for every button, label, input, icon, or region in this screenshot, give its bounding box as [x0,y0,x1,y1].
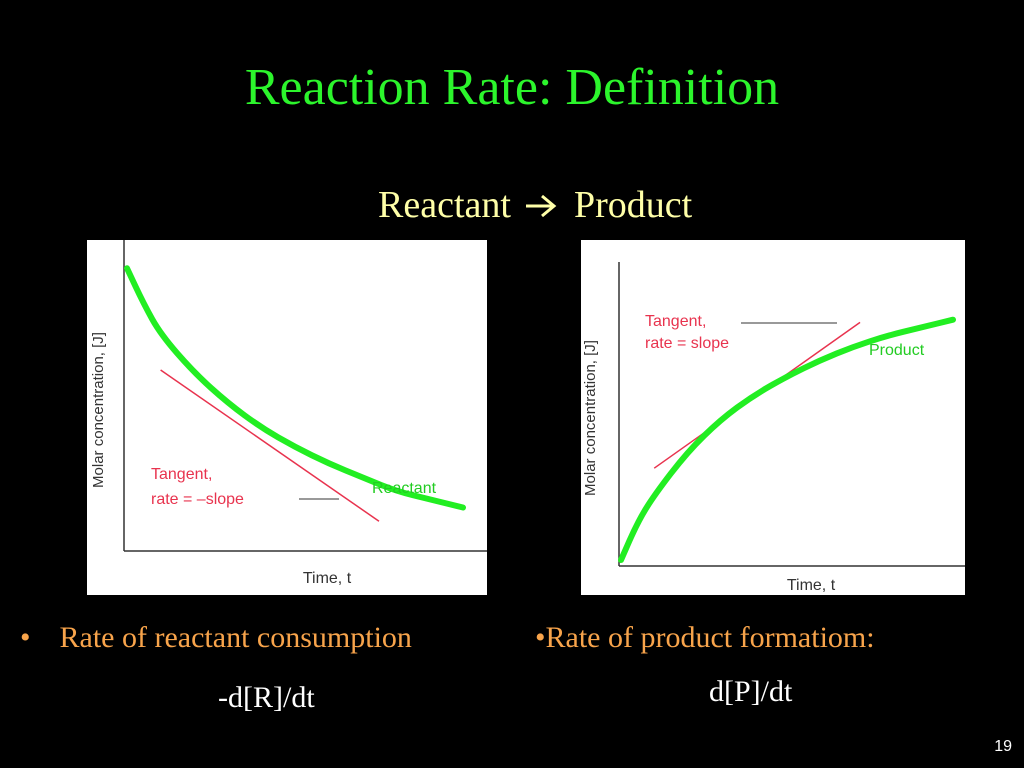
bullet-reactant-consumption: • Rate of reactant consumption [20,623,412,653]
slide-title: Reaction Rate: Definition [244,59,780,116]
product-label: Product [573,184,693,226]
product-rate-formula: d[P]/dt [709,675,793,708]
product-chart: Molar concentration, [J] Time, t Tangent… [582,262,965,594]
page-number: 19 [994,738,1012,755]
series-label-reactant: Reactant [372,480,437,497]
y-axis-label: Molar concentration, [J] [90,332,107,488]
tangent-line [160,369,380,522]
reaction-equation: Reactant Product [378,186,692,224]
series-label-product: Product [869,342,925,359]
bullet-text: Rate of reactant consumption [59,621,412,654]
series-line-reactant [124,265,466,511]
x-axis-label: Time, t [787,577,836,594]
reactant-chart-panel: Molar concentration, [J] Time, t Tangent… [87,240,487,595]
reactant-rate-formula: -d[R]/dt [218,681,315,714]
y-axis-label: Molar concentration, [J] [582,340,599,496]
series-group [618,316,956,563]
series-line-product [618,316,956,563]
tangent-label: Tangent, rate = –slope [151,466,244,508]
tangent-label-line-2: rate = –slope [151,491,244,508]
tangent-label: Tangent, rate = slope [645,313,729,352]
product-chart-panel: Molar concentration, [J] Time, t Tangent… [581,240,965,595]
tangent-label-line-2: rate = slope [645,335,729,352]
x-axis-label: Time, t [303,570,352,587]
series-group [124,265,466,522]
right-arrow-icon [524,188,560,218]
reactant-chart: Molar concentration, [J] Time, t Tangent… [90,240,487,587]
bullet-product-formation: •Rate of product formatiom: [535,621,875,654]
tangent-label-line-1: Tangent, [645,313,706,330]
tangent-label-line-1: Tangent, [151,466,212,483]
reactant-label: Reactant [378,184,511,226]
bullet-marker: • [20,621,31,654]
